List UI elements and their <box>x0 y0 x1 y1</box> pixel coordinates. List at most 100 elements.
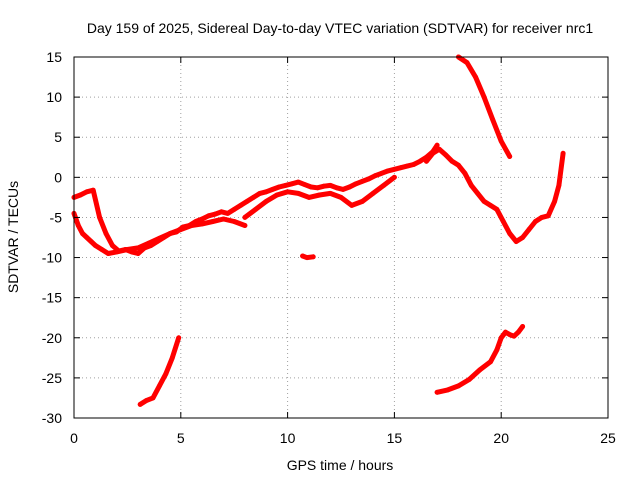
data-point-track-b <box>75 223 81 228</box>
data-point-track-b <box>221 216 226 222</box>
series-track-d <box>423 146 566 244</box>
data-point-track-c <box>263 199 269 204</box>
x-tick-label: 25 <box>600 430 616 446</box>
data-point-track-g <box>488 359 493 365</box>
data-point-track-b <box>231 219 237 224</box>
data-point-track-a <box>270 187 275 192</box>
data-point-track-b <box>105 251 111 256</box>
data-point-track-d <box>424 158 429 164</box>
data-point-track-d <box>545 213 551 219</box>
y-tick-label: -30 <box>42 410 62 426</box>
data-point-track-a <box>398 165 404 171</box>
y-tick-label: 5 <box>54 129 62 145</box>
data-point-track-a <box>392 166 397 172</box>
data-point-track-g <box>466 377 472 382</box>
data-point-track-a <box>231 207 237 212</box>
data-point-track-d <box>449 158 455 164</box>
data-point-track-g <box>445 387 451 393</box>
data-point-track-a <box>434 142 440 148</box>
data-point-track-a <box>276 184 282 190</box>
data-point-track-a <box>372 173 378 179</box>
y-axis-label: SDTVAR / TECUs <box>5 181 21 293</box>
y-tick-label: 0 <box>54 169 62 185</box>
data-point-track-a <box>219 209 224 215</box>
data-point-track-c <box>349 203 355 208</box>
grid <box>74 57 608 418</box>
series-track-a <box>71 142 440 256</box>
data-point-track-c <box>381 183 387 188</box>
data-point-track-a <box>225 211 231 216</box>
x-axis-label: GPS time / hours <box>287 457 394 473</box>
data-point-track-d <box>494 207 500 212</box>
data-point-track-a <box>244 199 250 204</box>
data-point-track-a <box>334 185 340 191</box>
data-point-track-d <box>556 183 562 188</box>
plot-frame <box>73 56 609 419</box>
data-point-track-f <box>144 398 150 403</box>
x-tick-label: 10 <box>280 430 296 446</box>
data-point-track-f <box>157 383 162 389</box>
data-point-track-b <box>84 235 90 240</box>
data-point-track-a <box>417 158 423 164</box>
y-tick-label: -10 <box>42 250 62 266</box>
data-point-track-b <box>189 223 194 228</box>
data-point-track-d <box>488 203 493 208</box>
data-point-track-c <box>285 189 290 195</box>
data-point-track-a <box>84 189 90 195</box>
data-point-track-a <box>340 187 346 192</box>
data-point-track-a <box>353 181 359 187</box>
series-group <box>71 54 566 407</box>
data-point-track-a <box>308 184 314 190</box>
data-point-track-c <box>327 191 333 196</box>
data-point-track-c <box>338 195 344 200</box>
data-point-track-f <box>150 395 156 401</box>
data-point-track-c <box>253 207 258 212</box>
data-point-track-c <box>306 195 312 200</box>
data-point-track-a <box>263 189 269 195</box>
data-point-track-g <box>498 335 504 341</box>
data-point-track-d <box>513 239 519 244</box>
data-point-track-g <box>507 332 513 337</box>
data-point-track-a <box>404 163 410 169</box>
data-point-track-a <box>379 170 384 176</box>
data-point-track-e <box>481 94 487 100</box>
data-point-track-b <box>135 245 141 251</box>
data-point-track-g <box>520 324 525 329</box>
x-tick-label: 5 <box>177 430 185 446</box>
data-point-track-b <box>93 243 98 248</box>
data-point-track-g <box>515 329 521 335</box>
data-point-track-d <box>520 235 525 240</box>
data-point-track-b <box>167 231 173 236</box>
data-point-track-a <box>347 184 352 190</box>
data-point-track-a <box>385 168 391 174</box>
y-tick-label: 15 <box>46 49 62 65</box>
data-point-track-a <box>199 216 205 222</box>
data-point-track-a <box>289 181 295 187</box>
data-point-track-b <box>210 219 216 224</box>
data-point-track-d <box>462 170 468 176</box>
data-point-track-g <box>511 333 517 339</box>
data-point-track-h <box>300 253 305 259</box>
data-point-track-e <box>498 138 504 144</box>
data-point-track-d <box>552 199 557 204</box>
data-point-track-a <box>78 192 83 198</box>
data-point-track-c <box>274 192 280 198</box>
data-point-track-a <box>110 243 115 248</box>
chart-title: Day 159 of 2025, Sidereal Day-to-day VTE… <box>87 20 593 36</box>
data-point-track-d <box>500 219 506 224</box>
data-point-track-a <box>257 191 263 196</box>
data-point-track-f <box>176 335 182 341</box>
data-point-track-g <box>456 383 461 389</box>
data-point-track-c <box>392 174 397 180</box>
data-point-track-a <box>212 211 218 217</box>
data-point-track-d <box>507 231 513 236</box>
data-point-track-a <box>295 179 301 185</box>
x-tick-label: 0 <box>70 430 78 446</box>
data-point-track-b <box>242 223 248 228</box>
data-point-track-d <box>468 183 474 188</box>
data-point-track-g <box>494 347 500 353</box>
data-point-track-f <box>137 402 143 407</box>
data-point-track-d <box>539 215 545 220</box>
data-point-track-g <box>434 389 440 395</box>
data-point-track-a <box>411 162 416 167</box>
